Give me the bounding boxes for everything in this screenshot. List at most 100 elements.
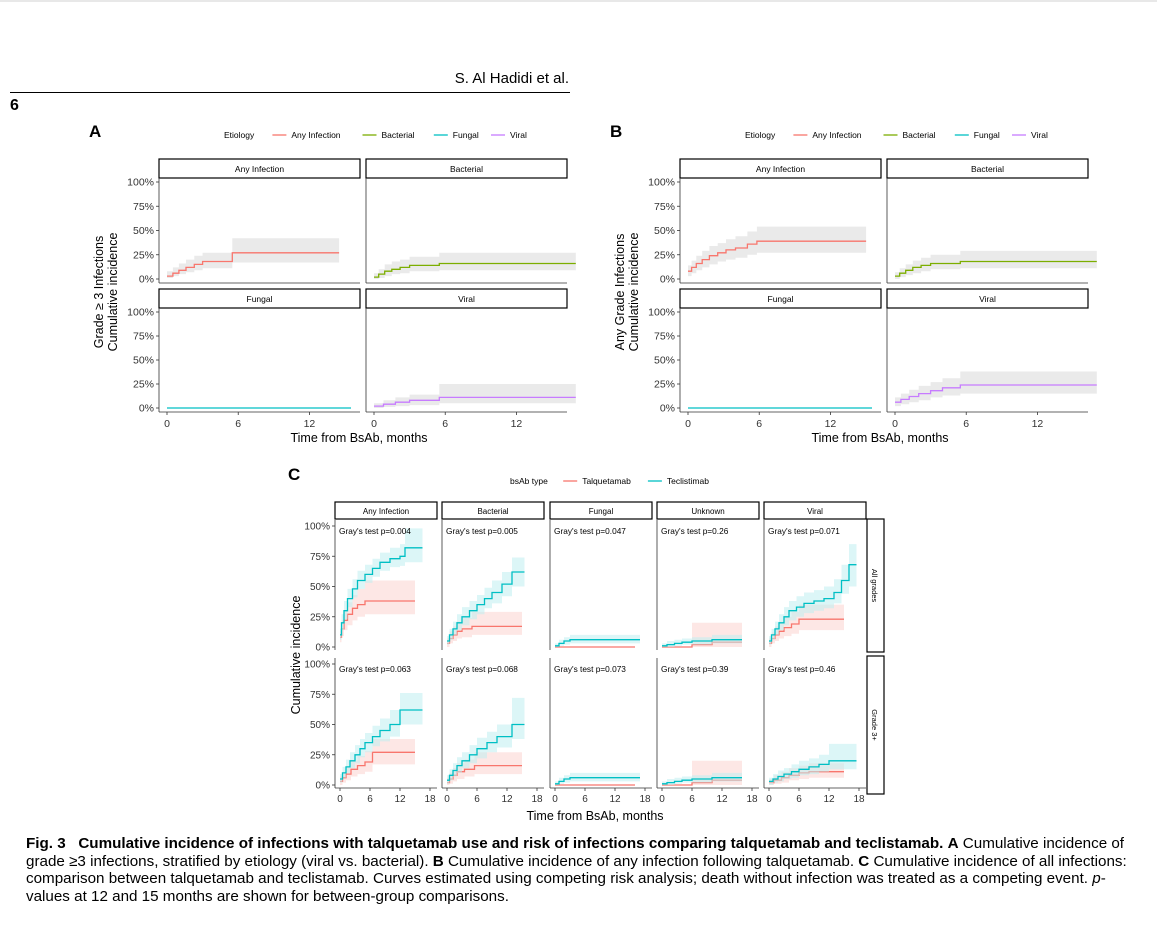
series-teclistimab-ci-band <box>769 544 857 645</box>
facet-strip <box>365 288 568 309</box>
legend-label-any-infection: Any Infection <box>812 130 861 140</box>
series-teclistimab-line <box>447 723 525 781</box>
y-tick-label: 0% <box>139 274 154 286</box>
x-tick-label: 12 <box>304 418 316 430</box>
legend-label-bacterial: Bacterial <box>903 130 936 140</box>
series-teclistimab-line <box>555 777 640 785</box>
facet-viral-0: Gray's test p=0.071 <box>763 520 857 650</box>
series-teclistimab-ci-band <box>555 634 640 647</box>
y-tick-label: 75% <box>310 552 330 563</box>
facet-bacterial-1: Gray's test p=0.068 0 6 12 18 <box>441 658 544 805</box>
series-any-infection-line <box>688 240 867 272</box>
figure-caption: Fig. 3 Cumulative incidence of infection… <box>26 835 1132 905</box>
facet-viral: Viral 0 6 12 <box>886 288 1097 430</box>
grays-test-p: Gray's test p=0.071 <box>768 526 840 536</box>
header-rule <box>10 92 570 93</box>
col-strip-viral <box>763 501 867 520</box>
facet-fungal: Fungal 0% 25% 50% 75% 100% 0 6 12 <box>127 288 361 430</box>
col-strip-label: Bacterial <box>477 507 508 516</box>
series-teclistimab-line <box>340 709 423 780</box>
series-teclistimab-line <box>662 639 742 647</box>
legend-title: Etiology <box>745 130 776 140</box>
col-strip-label: Viral <box>807 507 823 516</box>
legend-label-viral: Viral <box>1031 130 1048 140</box>
facet-any-infection: Any Infection 0% 25% 50% 75% 100% <box>648 158 882 286</box>
y-tick-label: 0% <box>316 781 331 792</box>
y-tick-label: 75% <box>133 201 154 213</box>
caption-c-tail: -values at 12 and 15 months are shown fo… <box>26 870 1106 905</box>
y-tick-label: 25% <box>310 750 330 761</box>
facet-strip <box>679 288 882 309</box>
x-tick-label: 6 <box>582 794 588 805</box>
y-axis-title-line1: Any Grade Infections <box>613 234 627 351</box>
series-viral-ci-band <box>374 384 576 408</box>
panel-letter-b: B <box>610 122 622 141</box>
y-tick-label: 100% <box>127 307 154 319</box>
panel-a: A Etiology Any Infection Bacterial Fungal Vir… <box>89 122 576 445</box>
series-talquetamab-ci-band <box>769 604 844 647</box>
series-teclistimab-ci-band <box>447 557 525 645</box>
y-tick-label: 50% <box>654 225 675 237</box>
row-strip-label: All grades <box>870 569 879 603</box>
x-tick-label: 12 <box>394 794 406 805</box>
y-axis-title-line2: Cumulative incidence <box>106 233 120 352</box>
facet-bacterial-0: Gray's test p=0.005 <box>441 520 525 650</box>
x-tick-label: 6 <box>689 794 695 805</box>
facet-fungal-0: Gray's test p=0.047 <box>549 520 640 650</box>
y-tick-label: 25% <box>654 249 675 261</box>
facet-bacterial: Bacterial <box>365 158 576 284</box>
facet-strip-label: Any Infection <box>756 164 805 174</box>
x-tick-label: 0 <box>552 794 558 805</box>
col-strip-any-infection <box>334 501 438 520</box>
grays-test-p: Gray's test p=0.073 <box>554 664 626 674</box>
grays-test-p: Gray's test p=0.26 <box>661 526 729 536</box>
legend-label-bacterial: Bacterial <box>382 130 415 140</box>
grays-test-p: Gray's test p=0.063 <box>339 664 411 674</box>
x-tick-label: 12 <box>511 418 523 430</box>
row-strip-label: Grade 3+ <box>870 709 879 741</box>
grays-test-p: Gray's test p=0.39 <box>661 664 729 674</box>
series-any-infection-ci-band <box>688 226 867 277</box>
series-viral-line <box>374 396 576 407</box>
facet-bacterial: Bacterial <box>886 158 1097 284</box>
series-bacterial-line <box>895 260 1097 277</box>
y-tick-label: 50% <box>654 355 675 367</box>
y-tick-label: 25% <box>133 249 154 261</box>
facet-strip-label: Bacterial <box>971 164 1004 174</box>
series-bacterial-ci-band <box>374 252 576 279</box>
x-tick-label: 18 <box>853 794 865 805</box>
col-strip-label: Fungal <box>589 507 614 516</box>
x-tick-label: 6 <box>756 418 762 430</box>
grays-test-p: Gray's test p=0.46 <box>768 664 836 674</box>
page-number: 6 <box>10 97 19 114</box>
y-tick-label: 100% <box>304 660 330 671</box>
caption-b-text: Cumulative incidence of any infection fo… <box>443 852 859 870</box>
x-tick-label: 0 <box>766 794 772 805</box>
col-strip-fungal <box>549 501 653 520</box>
caption-b-letter: B <box>432 852 444 870</box>
facet-strip <box>158 288 361 309</box>
x-tick-label: 6 <box>235 418 241 430</box>
legend-label-any-infection: Any Infection <box>291 130 340 140</box>
caption-a-letter: A <box>947 835 959 852</box>
grays-test-p: Gray's test p=0.005 <box>446 526 518 536</box>
x-tick-label: 0 <box>685 418 691 430</box>
grays-test-p: Gray's test p=0.068 <box>446 664 518 674</box>
figure-3: A Etiology Any Infection Bacterial Fungal Vir… <box>89 122 1097 823</box>
legend-title: bsAb type <box>510 476 548 486</box>
x-tick-label: 12 <box>501 794 513 805</box>
facet-strip-label: Fungal <box>768 294 794 304</box>
series-teclistimab-line <box>662 777 742 785</box>
y-axis-title-line1: Grade ≥ 3 Infections <box>92 236 106 348</box>
series-viral-ci-band <box>895 371 1097 407</box>
x-tick-label: 12 <box>823 794 835 805</box>
panel-letter-a: A <box>89 122 101 141</box>
series-teclistimab-line <box>769 760 857 783</box>
facet-strip <box>365 158 568 179</box>
facet-strip-label: Fungal <box>247 294 273 304</box>
x-axis-title: Time from BsAb, months <box>526 809 663 823</box>
caption-p-italic: p <box>1092 870 1101 887</box>
facet-viral: Viral 0 6 12 <box>365 288 576 430</box>
y-tick-label: 50% <box>133 225 154 237</box>
